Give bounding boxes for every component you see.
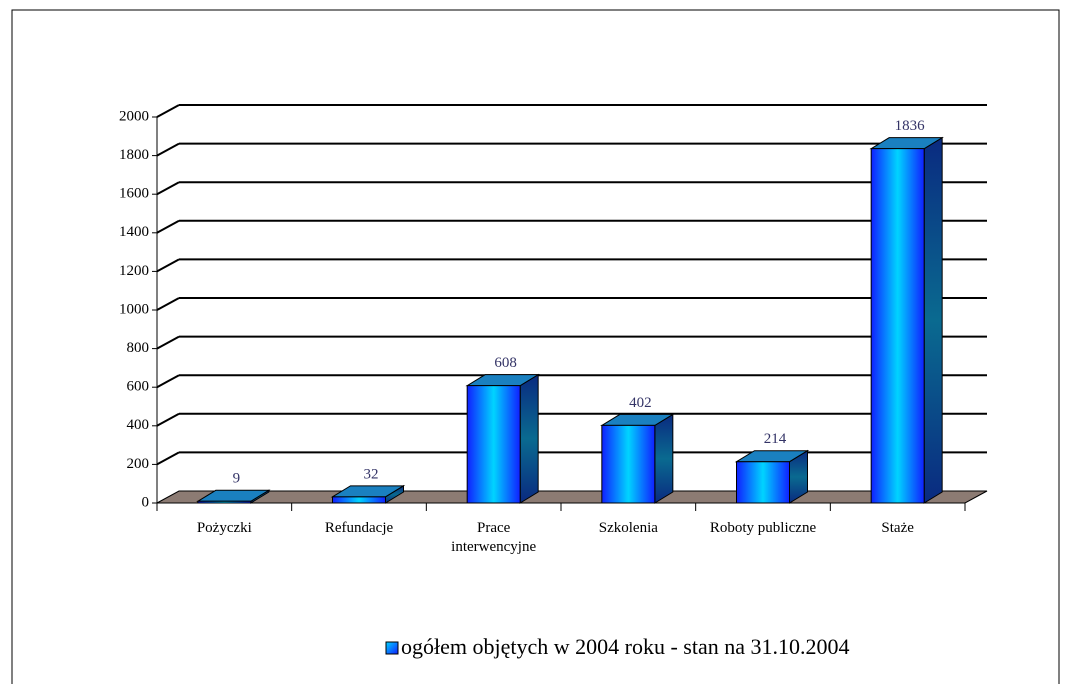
y-tick-label: 1800	[119, 147, 149, 163]
x-tick-label: Pożyczki	[196, 520, 252, 536]
bar	[869, 136, 944, 504]
y-tick-label: 200	[127, 456, 150, 472]
value-label: 608	[494, 355, 517, 371]
value-label: 32	[364, 466, 379, 482]
grid-line	[156, 451, 180, 466]
value-label: 214	[764, 431, 787, 447]
y-tick-label: 400	[127, 417, 150, 433]
grid-line	[156, 181, 180, 196]
bar	[600, 413, 675, 504]
y-tick-label: 1000	[119, 301, 149, 317]
bar	[734, 449, 810, 504]
grid-line	[156, 335, 180, 350]
x-tick-label: Staże	[881, 520, 914, 536]
bar-front	[870, 148, 925, 504]
bar-front	[601, 424, 656, 504]
bar-side	[654, 413, 674, 504]
bar-side	[923, 136, 943, 504]
legend-label: ogółem objętych w 2004 roku - stan na 31…	[401, 634, 850, 659]
bar-front	[197, 500, 252, 504]
y-tick-label: 800	[127, 340, 150, 356]
grid-line	[156, 219, 180, 234]
grid-line	[156, 374, 180, 389]
y-tick-label: 1600	[119, 186, 149, 202]
x-tick-label: Roboty publiczne	[709, 520, 817, 536]
bar	[330, 484, 406, 504]
value-label: 1836	[895, 118, 926, 134]
bar-front	[466, 385, 521, 504]
legend-swatch	[385, 641, 399, 655]
x-tick-label: Prace interwencyjne	[451, 520, 537, 555]
grid-line	[156, 104, 180, 118]
y-tick-label: 1200	[119, 263, 149, 279]
value-label: 9	[233, 471, 241, 487]
y-tick-label: 0	[142, 494, 150, 510]
y-tick-label: 1400	[119, 224, 149, 240]
floor	[156, 490, 988, 504]
grid-line	[156, 258, 180, 273]
bar	[465, 373, 540, 504]
x-tick-label: Szkolenia	[598, 520, 658, 536]
bar-front	[736, 461, 790, 504]
y-tick-label: 600	[127, 379, 150, 395]
grid-line	[156, 412, 180, 427]
frame	[11, 9, 1060, 684]
grid-line	[156, 142, 180, 157]
value-label: 402	[629, 395, 652, 411]
bar	[196, 489, 271, 504]
bar-front	[332, 496, 386, 504]
grid-line	[156, 297, 180, 311]
bar-side	[519, 373, 539, 504]
y-tick-label: 2000	[119, 108, 149, 124]
x-tick-label: Refundacje	[324, 520, 394, 536]
